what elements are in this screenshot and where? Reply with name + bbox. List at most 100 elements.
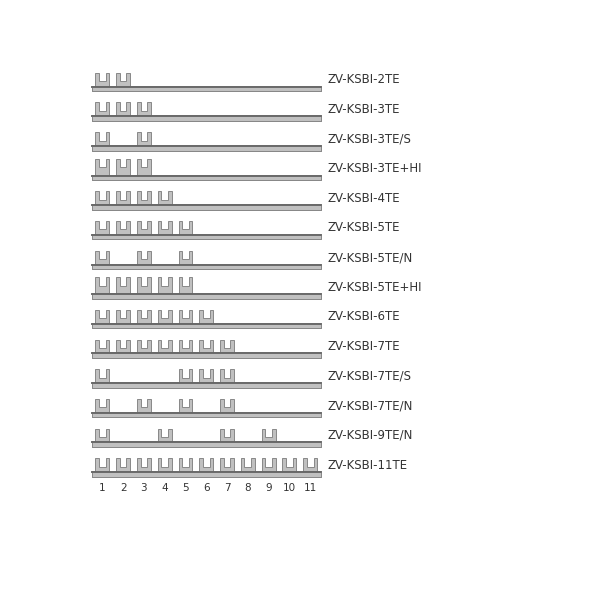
Bar xyxy=(92,205,320,210)
Bar xyxy=(92,86,320,91)
Polygon shape xyxy=(95,340,109,353)
Polygon shape xyxy=(137,458,151,472)
Polygon shape xyxy=(137,191,151,205)
Bar xyxy=(92,472,320,476)
Bar xyxy=(92,235,320,239)
Polygon shape xyxy=(137,132,151,146)
Bar xyxy=(92,353,320,358)
Bar xyxy=(92,472,320,476)
Polygon shape xyxy=(116,191,130,205)
Polygon shape xyxy=(303,458,317,472)
Text: ZV-KSBI-3TE+HI: ZV-KSBI-3TE+HI xyxy=(328,162,422,175)
Text: 5: 5 xyxy=(182,483,189,493)
Polygon shape xyxy=(116,310,130,324)
Polygon shape xyxy=(220,458,234,472)
Polygon shape xyxy=(95,399,109,413)
Bar xyxy=(92,324,320,328)
Bar xyxy=(92,413,320,418)
Bar xyxy=(92,324,320,328)
Polygon shape xyxy=(137,103,151,116)
Bar xyxy=(92,265,320,269)
Bar xyxy=(92,442,320,447)
Polygon shape xyxy=(95,251,109,265)
Text: ZV-KSBI-5TE+HI: ZV-KSBI-5TE+HI xyxy=(328,281,422,294)
Text: ZV-KSBI-3TE/S: ZV-KSBI-3TE/S xyxy=(328,133,412,145)
Polygon shape xyxy=(158,428,172,442)
Text: 7: 7 xyxy=(224,483,230,493)
Text: 11: 11 xyxy=(304,483,317,493)
Polygon shape xyxy=(95,158,109,176)
Polygon shape xyxy=(158,340,172,353)
Text: 3: 3 xyxy=(140,483,147,493)
Polygon shape xyxy=(137,251,151,265)
Polygon shape xyxy=(158,310,172,324)
Polygon shape xyxy=(95,221,109,235)
Polygon shape xyxy=(137,158,151,176)
Polygon shape xyxy=(116,340,130,353)
Text: 9: 9 xyxy=(265,483,272,493)
Bar xyxy=(92,235,320,239)
Polygon shape xyxy=(116,221,130,235)
Bar xyxy=(92,176,320,180)
Polygon shape xyxy=(95,132,109,146)
Text: ZV-KSBI-3TE: ZV-KSBI-3TE xyxy=(328,103,400,116)
Polygon shape xyxy=(116,277,130,294)
Polygon shape xyxy=(95,73,109,86)
Bar xyxy=(92,294,320,299)
Bar xyxy=(92,413,320,418)
Text: ZV-KSBI-5TE/N: ZV-KSBI-5TE/N xyxy=(328,251,413,264)
Polygon shape xyxy=(158,191,172,205)
Text: ZV-KSBI-7TE: ZV-KSBI-7TE xyxy=(328,340,400,353)
Polygon shape xyxy=(179,369,193,383)
Polygon shape xyxy=(95,369,109,383)
Bar xyxy=(92,442,320,447)
Polygon shape xyxy=(179,310,193,324)
Polygon shape xyxy=(116,458,130,472)
Bar xyxy=(92,116,320,121)
Text: ZV-KSBI-6TE: ZV-KSBI-6TE xyxy=(328,310,400,323)
Bar xyxy=(92,383,320,388)
Polygon shape xyxy=(116,103,130,116)
Text: 6: 6 xyxy=(203,483,209,493)
Polygon shape xyxy=(220,399,234,413)
Polygon shape xyxy=(179,458,193,472)
Text: 8: 8 xyxy=(245,483,251,493)
Polygon shape xyxy=(179,399,193,413)
Bar xyxy=(92,294,320,299)
Polygon shape xyxy=(137,340,151,353)
Polygon shape xyxy=(158,221,172,235)
Polygon shape xyxy=(199,458,213,472)
Polygon shape xyxy=(137,277,151,294)
Bar xyxy=(92,265,320,269)
Polygon shape xyxy=(95,277,109,294)
Polygon shape xyxy=(158,277,172,294)
Text: 4: 4 xyxy=(161,483,168,493)
Polygon shape xyxy=(220,340,234,353)
Bar xyxy=(92,86,320,91)
Polygon shape xyxy=(116,73,130,86)
Polygon shape xyxy=(199,369,213,383)
Polygon shape xyxy=(95,428,109,442)
Polygon shape xyxy=(95,458,109,472)
Text: ZV-KSBI-4TE: ZV-KSBI-4TE xyxy=(328,192,400,205)
Polygon shape xyxy=(199,310,213,324)
Polygon shape xyxy=(116,158,130,176)
Polygon shape xyxy=(179,340,193,353)
Polygon shape xyxy=(137,221,151,235)
Polygon shape xyxy=(137,399,151,413)
Text: 10: 10 xyxy=(283,483,296,493)
Text: 2: 2 xyxy=(120,483,127,493)
Polygon shape xyxy=(95,310,109,324)
Polygon shape xyxy=(137,310,151,324)
Bar xyxy=(92,146,320,151)
Polygon shape xyxy=(95,191,109,205)
Text: ZV-KSBI-11TE: ZV-KSBI-11TE xyxy=(328,458,407,472)
Polygon shape xyxy=(179,221,193,235)
Text: ZV-KSBI-2TE: ZV-KSBI-2TE xyxy=(328,73,400,86)
Bar xyxy=(92,116,320,121)
Text: ZV-KSBI-7TE/N: ZV-KSBI-7TE/N xyxy=(328,399,413,412)
Bar xyxy=(92,146,320,151)
Polygon shape xyxy=(220,428,234,442)
Polygon shape xyxy=(199,340,213,353)
Polygon shape xyxy=(283,458,296,472)
